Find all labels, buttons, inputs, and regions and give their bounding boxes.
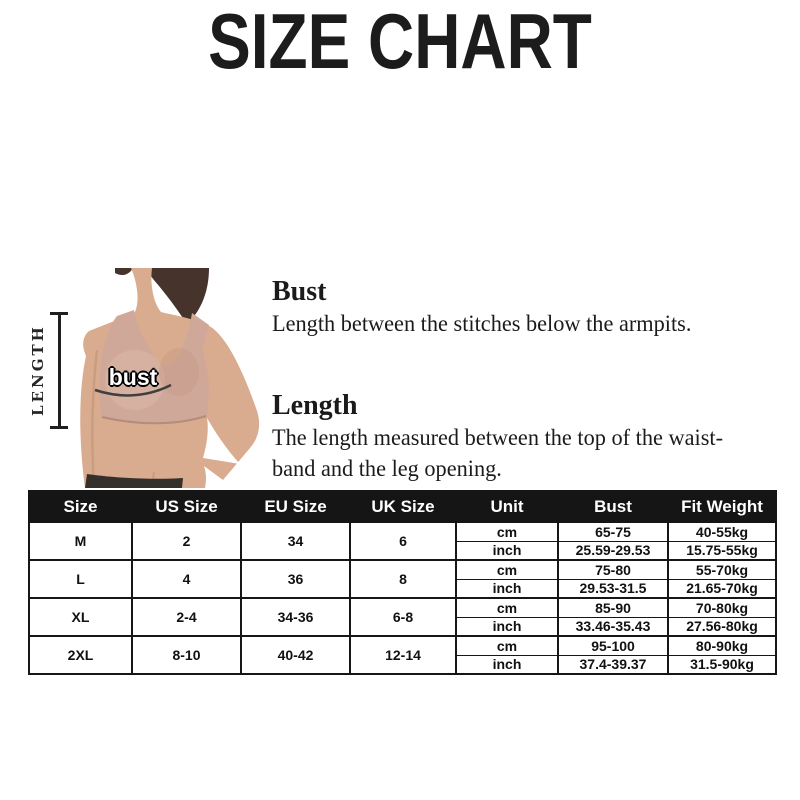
model-photo: bust: [55, 268, 270, 488]
table-row: inch 29.53-31.5 21.65-70kg: [29, 578, 777, 599]
eu-size-cell: 34: [240, 521, 351, 561]
uk-size-cell: 8: [349, 559, 457, 599]
bust-value-cell: 85-90: [557, 597, 669, 618]
bust-value-cell: 65-75: [557, 521, 669, 542]
table-row: inch 25.59-29.53 15.75-55kg: [29, 540, 777, 561]
table-row: L 4 36 8 cm 75-80 55-70kg: [28, 559, 777, 599]
measure-cap-bottom: [50, 426, 68, 429]
table-row: 2XL 8-10 40-42 12-14 cm 95-100 80-90kg: [28, 635, 777, 675]
bust-definition-text: Length between the stitches below the ar…: [272, 311, 692, 336]
length-definition-text-line1: The length measured between the top of t…: [272, 425, 724, 450]
table-header-row: Size US Size EU Size UK Size Unit Bust F…: [28, 490, 777, 523]
eu-size-cell: 36: [240, 559, 351, 599]
length-definition-text-line2: band and the leg opening.: [272, 456, 502, 481]
length-definition-heading: Length: [272, 390, 358, 421]
size-cell: 2XL: [28, 635, 133, 675]
unit-cell: inch: [455, 578, 559, 599]
weight-value-cell: 80-90kg: [667, 635, 777, 656]
bust-value-cell: 37.4-39.37: [557, 654, 669, 675]
column-header-bust: Bust: [557, 490, 669, 523]
unit-cell: cm: [455, 521, 559, 542]
us-size-cell: 2-4: [131, 597, 242, 637]
weight-value-cell: 55-70kg: [667, 559, 777, 580]
table-row: XL 2-4 34-36 6-8 cm 85-90 70-80kg: [28, 597, 777, 637]
bust-value-cell: 75-80: [557, 559, 669, 580]
unit-cell: inch: [455, 654, 559, 675]
unit-cell: cm: [455, 635, 559, 656]
length-definition: Length The length measured between the t…: [272, 390, 787, 484]
table-row: inch 33.46-35.43 27.56-80kg: [29, 616, 777, 637]
column-header-unit: Unit: [455, 490, 559, 523]
eu-size-cell: 34-36: [240, 597, 351, 637]
uk-size-cell: 6-8: [349, 597, 457, 637]
size-cell: M: [28, 521, 133, 561]
us-size-cell: 4: [131, 559, 242, 599]
model-illustration: [80, 268, 260, 488]
weight-value-cell: 70-80kg: [667, 597, 777, 618]
us-size-cell: 2: [131, 521, 242, 561]
table-row: M 2 34 6 cm 65-75 40-55kg: [28, 521, 777, 561]
bust-value-cell: 29.53-31.5: [557, 578, 669, 599]
unit-cell: cm: [455, 597, 559, 618]
bust-value-cell: 95-100: [557, 635, 669, 656]
bust-definition: Bust Length between the stitches below t…: [272, 276, 787, 339]
weight-value-cell: 40-55kg: [667, 521, 777, 542]
uk-size-cell: 12-14: [349, 635, 457, 675]
unit-cell: inch: [455, 616, 559, 637]
bust-value-cell: 33.46-35.43: [557, 616, 669, 637]
column-header-size: Size: [28, 490, 133, 523]
weight-value-cell: 31.5-90kg: [667, 654, 777, 675]
length-annotation-label: LENGTH: [29, 324, 47, 417]
measure-bar: [57, 312, 61, 429]
length-measure-line: [50, 312, 68, 429]
bust-measure-line: [94, 383, 172, 397]
unit-cell: cm: [455, 559, 559, 580]
uk-size-cell: 6: [349, 521, 457, 561]
page-title: SIZE CHART: [208, 0, 592, 85]
size-cell: XL: [28, 597, 133, 637]
bust-definition-heading: Bust: [272, 276, 327, 307]
weight-value-cell: 21.65-70kg: [667, 578, 777, 599]
bust-annotation-label: bust: [108, 364, 158, 390]
size-chart-table: Size US Size EU Size UK Size Unit Bust F…: [28, 490, 777, 675]
column-header-uk-size: UK Size: [349, 490, 457, 523]
us-size-cell: 8-10: [131, 635, 242, 675]
column-header-fit-weight: Fit Weight: [667, 490, 777, 523]
unit-cell: inch: [455, 540, 559, 561]
table-row: inch 37.4-39.37 31.5-90kg: [29, 654, 777, 675]
size-cell: L: [28, 559, 133, 599]
weight-value-cell: 27.56-80kg: [667, 616, 777, 637]
column-header-eu-size: EU Size: [240, 490, 351, 523]
eu-size-cell: 40-42: [240, 635, 351, 675]
column-header-us-size: US Size: [131, 490, 242, 523]
bust-value-cell: 25.59-29.53: [557, 540, 669, 561]
weight-value-cell: 15.75-55kg: [667, 540, 777, 561]
